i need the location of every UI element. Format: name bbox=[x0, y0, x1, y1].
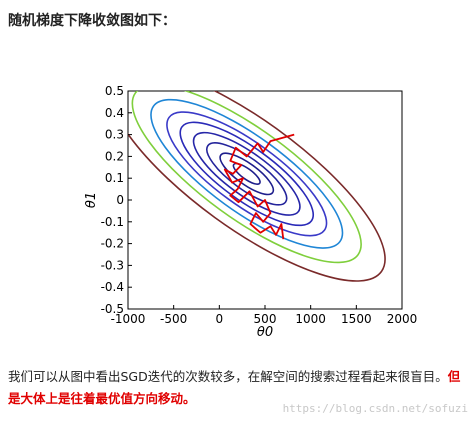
caption-text: 我们可以从图中看出SGD迭代的次数较多，在解空间的搜索过程看起来很盲目。 bbox=[8, 369, 448, 384]
watermark: https://blog.csdn.net/sofuzi bbox=[282, 402, 468, 415]
x-tick-label: 0 bbox=[216, 312, 224, 326]
sgd-contour-figure: -1000 -500 0 500 1000 1500 2000 0.5 0.4 0.3 0.2 0.… bbox=[84, 84, 418, 340]
y-tick-label: 0.3 bbox=[105, 128, 124, 142]
sgd-path bbox=[223, 133, 295, 240]
y-axis-label: θ1 bbox=[84, 192, 99, 208]
y-tick-label: 0 bbox=[116, 193, 124, 207]
caption-highlight-a: 但 bbox=[447, 369, 461, 384]
x-tick-label: 500 bbox=[254, 312, 277, 326]
page-heading: 随机梯度下降收敛图如下： bbox=[8, 13, 176, 29]
contour-line bbox=[206, 142, 288, 206]
x-tick-label: 2000 bbox=[387, 312, 418, 326]
caption-highlight-b: 是大体上是往着最优值方向移动。 bbox=[8, 391, 196, 406]
sgd-trajectory-line bbox=[223, 133, 295, 240]
y-tick-label: 0.4 bbox=[105, 106, 124, 120]
y-tick-label: 0.2 bbox=[105, 149, 124, 163]
x-tick-label: 1500 bbox=[341, 312, 372, 326]
caption-paragraph: 我们可以从图中看出SGD迭代的次数较多，在解空间的搜索过程看起来很盲目。但是大体… bbox=[8, 366, 468, 410]
x-tick-label: -500 bbox=[160, 312, 187, 326]
contour-line bbox=[131, 91, 362, 264]
y-ticks: 0.5 0.4 0.3 0.2 0.1 0 -0.1 -0.2 -0.3 -0.4 -0.5 bbox=[101, 84, 132, 316]
contour-plot: -1000 -500 0 500 1000 1500 2000 0.50.40.30.20.… bbox=[84, 84, 418, 340]
x-tick-label: -1000 bbox=[111, 312, 146, 326]
y-tick-label: -0.4 bbox=[101, 280, 124, 294]
y-tick-label: 0.1 bbox=[105, 171, 124, 185]
x-axis-label: θ0 bbox=[257, 325, 273, 340]
y-tick-label: 0.5 bbox=[105, 84, 124, 98]
y-tick-label: -0.1 bbox=[101, 215, 124, 229]
x-ticks: -1000 -500 0 500 1000 1500 2000 bbox=[111, 305, 418, 326]
x-tick-label: 1000 bbox=[295, 312, 326, 326]
y-tick-label: -0.2 bbox=[101, 237, 124, 251]
y-tick-label: -0.3 bbox=[101, 258, 124, 272]
y-tick-label: -0.5 bbox=[101, 302, 124, 316]
contour-line bbox=[128, 91, 386, 282]
